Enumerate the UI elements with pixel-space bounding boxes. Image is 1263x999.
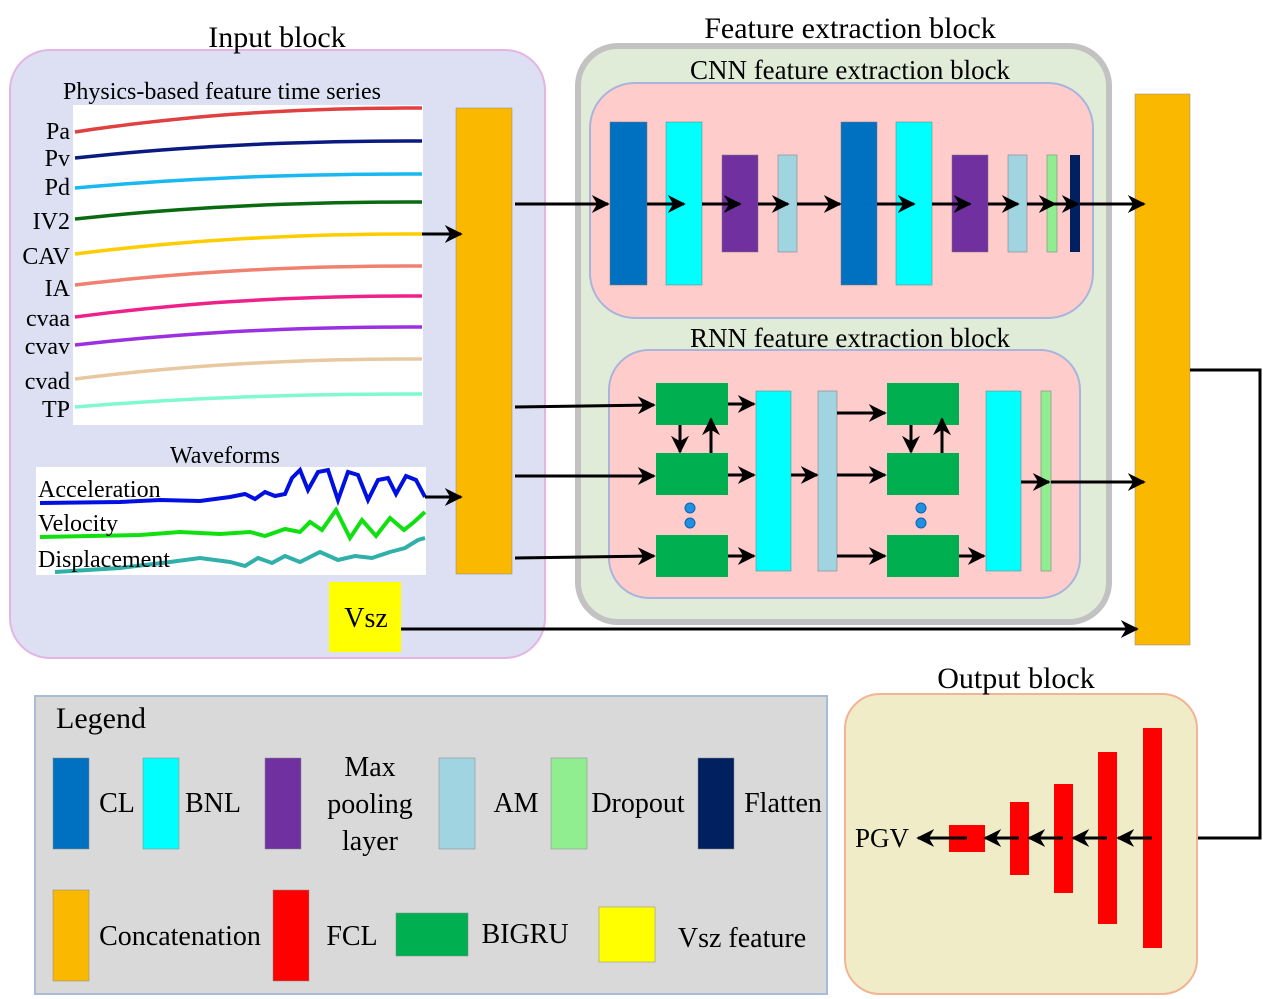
rnn-bn-layer-2: [985, 390, 1022, 572]
feature-label: IA: [45, 276, 71, 302]
feature-label: Pd: [45, 175, 70, 201]
pgv-output-label: PGV: [855, 823, 910, 853]
legend-swatch: [264, 757, 302, 850]
bigru-cell: [656, 535, 728, 577]
bigru-cell: [887, 535, 959, 577]
legend-label: Concatenation: [99, 921, 261, 952]
bigru-cell: [656, 453, 728, 495]
rnn-attention-layer: [817, 390, 838, 572]
legend-label: BIGRU: [481, 919, 568, 950]
cnn-conv-layer-2: [840, 121, 878, 286]
legend-swatch: [697, 757, 735, 850]
fusion-concatenation-layer: [1134, 93, 1191, 646]
ellipsis-dot: [684, 502, 696, 514]
legend-swatch: [598, 906, 656, 963]
legend-label: layer: [342, 826, 399, 857]
legend-label: Max: [344, 752, 395, 783]
legend-swatch: [52, 757, 90, 850]
legend-label: Vsz feature: [678, 923, 806, 954]
ellipsis-dot: [915, 502, 927, 514]
legend-swatch: [395, 912, 469, 957]
waveform-label: Displacement: [38, 547, 170, 573]
input-block: Input block Physics-based feature time s…: [9, 21, 546, 659]
feature-series-line: [74, 392, 422, 409]
feature-label: cvaa: [26, 306, 70, 332]
vsz-label: Vsz: [344, 603, 388, 634]
output-block-title: Output block: [937, 662, 1095, 695]
rnn-arrows: [671, 395, 1051, 565]
feature-label: cvad: [25, 369, 70, 395]
waveforms-title: Waveforms: [170, 443, 280, 469]
legend-label: BNL: [185, 788, 241, 819]
physics-series-title: Physics-based feature time series: [63, 79, 381, 105]
fc-layer-4: [1010, 802, 1029, 875]
velocity-waveform: [39, 506, 427, 542]
legend-swatch: [438, 757, 476, 850]
waveform-label: Acceleration: [38, 477, 161, 503]
rnn-bn-layer-1: [755, 390, 792, 572]
legend-title: Legend: [56, 702, 146, 735]
feature-series-line: [74, 325, 422, 347]
feature-label: Pa: [46, 119, 70, 145]
feature-series-line: [74, 357, 422, 381]
displacement-waveform: [54, 536, 426, 574]
output-block: Output block PGV: [844, 662, 1198, 995]
feature-series-line: [74, 172, 422, 190]
cnn-conv-layer-1: [609, 121, 648, 286]
feature-extraction-block: Feature extraction block CNN feature ext…: [575, 12, 1112, 625]
legend-swatch: [550, 757, 588, 850]
waveform-label: Velocity: [38, 511, 118, 537]
feature-label: cvav: [25, 334, 70, 360]
legend-label: AM: [493, 788, 538, 819]
ellipsis-dot: [915, 517, 927, 529]
acceleration-waveform: [39, 466, 427, 507]
legend: Legend CL BNL Max pooling layer AM Dropout Flat…: [34, 695, 828, 995]
bigru-cell: [656, 383, 728, 425]
legend-label: Dropout: [591, 788, 685, 819]
bigru-cell: [887, 383, 959, 425]
feature-block-title: Feature extraction block: [704, 12, 996, 45]
vsz-feature-box: [329, 582, 401, 652]
flow-arrows: [401, 195, 1262, 847]
legend-swatch: [272, 889, 310, 982]
fc-layer-3: [1054, 784, 1073, 893]
feature-series-line: [74, 200, 422, 221]
bigru-cell: [887, 453, 959, 495]
input-block-title: Input block: [208, 21, 345, 54]
input-concatenation-layer: [455, 107, 513, 575]
feature-series-line: [74, 139, 422, 160]
feature-label: TP: [42, 397, 70, 423]
fc-layer-2: [1098, 752, 1117, 924]
feature-label: IV2: [33, 209, 70, 235]
ellipsis-dot: [684, 517, 696, 529]
fc-layer-1: [1143, 728, 1162, 948]
legend-label: Flatten: [744, 788, 822, 819]
legend-label: pooling: [327, 789, 413, 820]
legend-label: FCL: [326, 921, 377, 952]
legend-label: CL: [99, 788, 135, 819]
feature-label: Pv: [45, 146, 70, 172]
feature-label: CAV: [22, 244, 70, 270]
feature-series-line: [74, 232, 422, 256]
feature-series-line: [74, 294, 422, 319]
feature-series-line: [74, 264, 422, 287]
rnn-block-title: RNN feature extraction block: [690, 323, 1011, 353]
cnn-block-title: CNN feature extraction block: [690, 55, 1011, 85]
legend-swatch: [142, 757, 180, 850]
legend-swatch: [52, 889, 90, 982]
rnn-layers: [656, 383, 1052, 577]
feature-series-line: [74, 106, 422, 134]
